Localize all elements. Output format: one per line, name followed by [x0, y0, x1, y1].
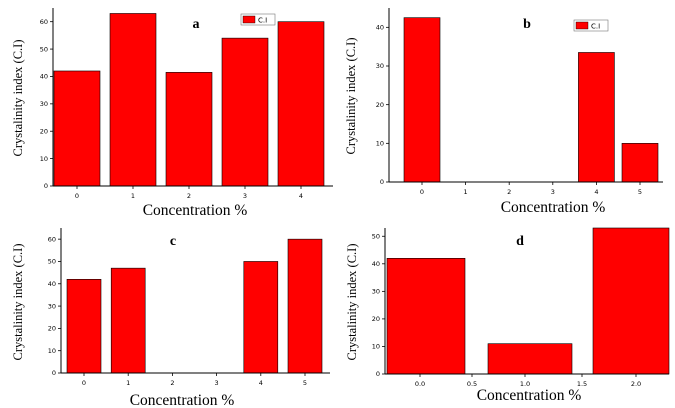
- x-tick-label: 1.0: [520, 380, 530, 388]
- x-tick-label: 4: [299, 192, 303, 200]
- y-tick-label: 0: [52, 369, 56, 377]
- y-tick-label: 10: [40, 155, 48, 163]
- x-tick-label: 1: [464, 188, 468, 196]
- y-tick-label: 40: [48, 280, 56, 288]
- bar-0.0: [386, 258, 466, 375]
- legend-box: [573, 19, 609, 32]
- panel-label: b: [523, 17, 531, 32]
- y-axis-title: Crystalinity index (C.I): [344, 38, 358, 155]
- x-tick-label: 2.0: [631, 380, 641, 388]
- x-tick-label: 2: [187, 192, 191, 200]
- legend-label: C.I: [258, 17, 267, 25]
- bar-5: [287, 238, 323, 374]
- chart-panel-d: 0 10 20 30 40 50 0.0 0.5 1.0 1.5 2.0 d Crystalinity …: [345, 227, 670, 404]
- x-axis-title: Concentration %: [477, 387, 582, 404]
- bar-0: [53, 70, 101, 187]
- y-axis-title: Crystalinity index (C.I): [11, 244, 25, 361]
- legend: C.I: [240, 13, 276, 26]
- x-tick-label: 0: [75, 192, 79, 200]
- x-tick-label: 5: [638, 188, 642, 196]
- y-tick-label: 10: [372, 343, 380, 351]
- bar-4: [578, 52, 615, 183]
- y-tick-label: 20: [376, 101, 384, 109]
- x-tick-label: 2: [507, 188, 511, 196]
- x-tick-label: 3: [215, 379, 219, 387]
- y-tick-label: 10: [48, 347, 56, 355]
- x-tick-label: 1: [131, 192, 135, 200]
- x-tick-label: 3: [551, 188, 555, 196]
- y-axis-title: Crystalinity index (C.I): [345, 244, 359, 361]
- y-tick-label: 50: [372, 232, 380, 240]
- bar-3: [221, 37, 269, 187]
- legend-box: [240, 13, 276, 26]
- x-tick-label: 0.5: [467, 380, 477, 388]
- x-tick-label: 5: [303, 379, 307, 387]
- x-axis-title: Concentration %: [143, 202, 248, 219]
- y-tick-label: 50: [48, 258, 56, 266]
- y-tick-label: 60: [48, 235, 56, 243]
- x-tick-label: 1: [126, 379, 130, 387]
- y-tick-label: 30: [372, 288, 380, 296]
- x-tick-label: 4: [259, 379, 263, 387]
- x-tick-label: 2: [170, 379, 174, 387]
- y-axis-title: Crystalinity index (C.I): [11, 40, 25, 157]
- x-tick-label: 3: [243, 192, 247, 200]
- legend-swatch: [575, 21, 589, 30]
- y-tick-label: 30: [40, 100, 48, 108]
- chart-panel-c: 0 10 20 30 40 50 60 0 1 2 3 4 5 c Crystalinity index (…: [11, 228, 330, 408]
- y-tick-label: 30: [48, 302, 56, 310]
- y-tick-label: 60: [40, 18, 48, 26]
- bar-4: [277, 21, 325, 187]
- bar-0: [66, 279, 102, 374]
- panel-label: d: [516, 234, 524, 249]
- y-tick-label: 40: [40, 73, 48, 81]
- y-tick-label: 0: [376, 370, 380, 378]
- legend-label: C.I: [591, 23, 600, 31]
- x-axis-title: Concentration %: [501, 199, 606, 216]
- chart-panel-a: 0 10 20 30 40 50 60 0 1 2 3 4 a Crystalinity index (C…: [11, 8, 333, 219]
- y-tick-label: 20: [40, 127, 48, 135]
- bar-0: [403, 17, 441, 183]
- y-tick-label: 50: [40, 45, 48, 53]
- bar-2.0: [592, 227, 670, 375]
- bar-2: [165, 72, 213, 187]
- x-tick-label: 1.5: [577, 380, 587, 388]
- y-tick-label: 0: [380, 178, 384, 186]
- y-tick-label: 20: [372, 315, 380, 323]
- x-tick-label: 4: [594, 188, 598, 196]
- y-tick-label: 30: [376, 62, 384, 70]
- bar-1.0: [487, 343, 573, 375]
- x-tick-label: 0: [82, 379, 86, 387]
- x-tick-label: 0: [420, 188, 424, 196]
- bar-4: [243, 261, 279, 374]
- y-tick-label: 20: [48, 325, 56, 333]
- y-tick-label: 10: [376, 140, 384, 148]
- y-tick-label: 0: [44, 182, 48, 190]
- bar-1: [109, 13, 157, 187]
- panel-label: a: [193, 17, 200, 32]
- y-tick-label: 40: [372, 260, 380, 268]
- panel-label: c: [170, 234, 176, 249]
- y-tick-label: 40: [376, 24, 384, 32]
- bar-1: [110, 267, 146, 374]
- legend: C.I: [573, 19, 609, 32]
- legend-swatch: [242, 15, 256, 24]
- chart-panel-b: 0 10 20 30 40 0 1 2 3 4 5 b Crystalinity index (C.I)…: [344, 8, 663, 216]
- x-tick-label: 0.0: [415, 380, 425, 388]
- bar-5: [621, 143, 659, 183]
- x-axis-title: Concentration %: [130, 392, 235, 408]
